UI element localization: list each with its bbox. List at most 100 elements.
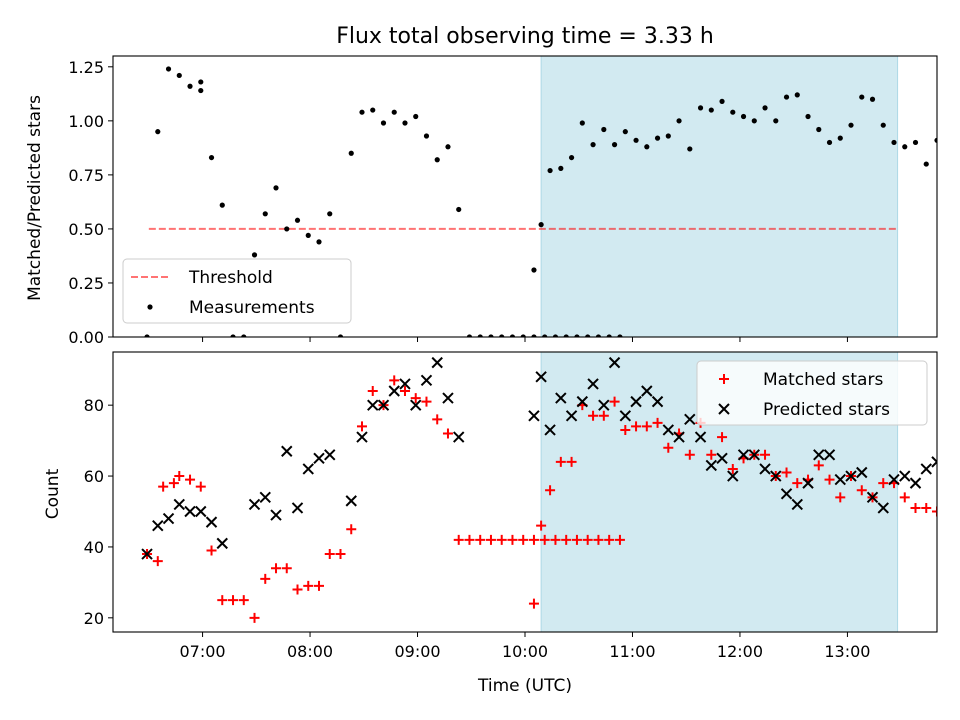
bottom-matched-stars-point [335, 549, 346, 560]
top-measurements-point [826, 139, 833, 146]
bottom-matched-stars-point [195, 481, 206, 492]
top-measurements-point [558, 165, 564, 171]
top-measurements-point [783, 94, 790, 100]
top-measurements-point [923, 161, 929, 167]
bottom-predicted-stars-point [259, 491, 271, 504]
top-y-tick-label: 0.50 [68, 220, 104, 239]
bottom-predicted-stars-point [641, 385, 653, 397]
bottom-predicted-stars-point [791, 498, 803, 511]
bottom-matched-stars-point [588, 410, 599, 421]
top-measurements-point [585, 334, 591, 337]
top-legend: Threshold Measurements [122, 258, 352, 324]
bottom-predicted-stars-point [555, 392, 567, 404]
bottom-matched-stars-point [303, 580, 314, 591]
bottom-predicted-stars-point [877, 502, 889, 514]
top-measurements-point [622, 129, 628, 135]
top-measurements-point [531, 334, 537, 337]
bottom-predicted-stars-point [727, 470, 739, 482]
bottom-matched-stars-point [781, 467, 792, 478]
bottom-matched-stars-point [609, 396, 620, 407]
top-measurements-point [595, 334, 602, 337]
bottom-matched-stars-point [528, 534, 539, 545]
bottom-predicted-stars-point [152, 519, 164, 532]
top-panel: 0.00 0.25 0.50 0.75 1.00 1.25 Threshold Measure… [68, 55, 938, 347]
top-measurements-point [606, 334, 612, 337]
top-measurements-point [719, 98, 725, 104]
top-measurements-point [563, 334, 569, 337]
top-measurements-point [912, 139, 919, 146]
bottom-x-tick-label: 12:00 [717, 642, 763, 661]
bottom-predicted-stars-point [716, 452, 728, 465]
bottom-matched-stars-point [158, 481, 169, 492]
bottom-matched-stars-point [550, 534, 561, 545]
bottom-predicted-stars-point [759, 463, 771, 475]
top-measurements-point [676, 118, 682, 124]
top-measurements-point [198, 79, 204, 85]
bottom-matched-stars-point [292, 584, 303, 595]
bottom-x-tick-label: 09:00 [394, 642, 440, 661]
bottom-predicted-stars-point [313, 452, 325, 465]
bottom-legend: Matched stars Predicted stars [696, 360, 928, 426]
bottom-matched-stars-point [528, 598, 539, 609]
bottom-matched-stars-point [271, 563, 282, 574]
bottom-predicted-stars-point [920, 463, 932, 475]
bottom-matched-stars-point [206, 545, 217, 556]
bottom-matched-stars-point [238, 595, 249, 606]
top-measurements-point [816, 126, 822, 133]
bottom-predicted-stars-point [281, 445, 293, 457]
bottom-matched-stars-point [652, 417, 663, 428]
top-y-tick-label: 0.75 [68, 166, 104, 185]
top-measurements-point [327, 211, 333, 217]
top-measurements-point [590, 142, 596, 148]
top-y-tick-label: 1.00 [68, 112, 104, 131]
bottom-predicted-stars-point [184, 505, 196, 518]
bottom-predicted-stars-point [899, 470, 911, 482]
bottom-predicted-stars-point [535, 371, 547, 383]
top-measurements-point [579, 120, 585, 126]
bottom-predicted-stars-point [694, 431, 707, 443]
bottom-predicted-stars-point [630, 395, 642, 408]
top-measurements-point [794, 92, 800, 98]
bottom-x-tick-label: 10:00 [502, 642, 548, 661]
top-measurements-point [773, 118, 779, 124]
bottom-matched-stars-point [464, 534, 475, 545]
top-measurements-point [665, 133, 671, 139]
bottom-matched-stars-point [507, 534, 518, 545]
top-measurements-point [251, 252, 258, 258]
bottom-matched-stars-point [878, 478, 889, 489]
top-measurements-point [697, 105, 704, 111]
bottom-predicted-stars-point [453, 431, 465, 443]
legend-dot-handle [147, 304, 153, 310]
bottom-predicted-stars-point [356, 431, 368, 443]
bottom-matched-stars-point [518, 534, 529, 545]
bottom-matched-stars-point [442, 428, 453, 439]
bottom-x-tick-label: 13:00 [824, 642, 870, 661]
top-measurements-point [316, 239, 322, 245]
top-measurements-point [380, 120, 387, 126]
bottom-predicted-stars-point [866, 491, 879, 504]
top-measurements-point [891, 139, 897, 146]
bottom-predicted-stars-point [565, 410, 578, 422]
bottom-predicted-stars-point [651, 395, 664, 408]
top-measurements-point [348, 150, 354, 156]
bottom-matched-stars-point [453, 534, 464, 545]
top-measurements-point [294, 217, 301, 223]
top-measurements-point [520, 334, 526, 337]
bottom-predicted-stars-point [195, 505, 207, 518]
bottom-predicted-stars-point [780, 488, 793, 500]
bottom-matched-stars-point [217, 595, 228, 606]
bottom-predicted-stars-point [324, 449, 336, 461]
bottom-matched-stars-point [899, 492, 910, 503]
bottom-predicted-stars-point [302, 463, 314, 475]
bottom-matched-stars-point [641, 421, 652, 432]
bottom-matched-stars-point [835, 492, 846, 503]
top-measurements-point [488, 334, 494, 337]
bottom-matched-stars-point [260, 573, 271, 584]
top-measurements-point [187, 83, 193, 89]
top-measurements-point [542, 334, 548, 337]
top-measurements-point [337, 334, 344, 337]
top-measurements-point [574, 334, 580, 337]
top-measurements-point [837, 135, 843, 141]
top-legend-label: Measurements [189, 298, 315, 318]
top-y-axis-label: Matched/Predicted stars [25, 95, 45, 301]
